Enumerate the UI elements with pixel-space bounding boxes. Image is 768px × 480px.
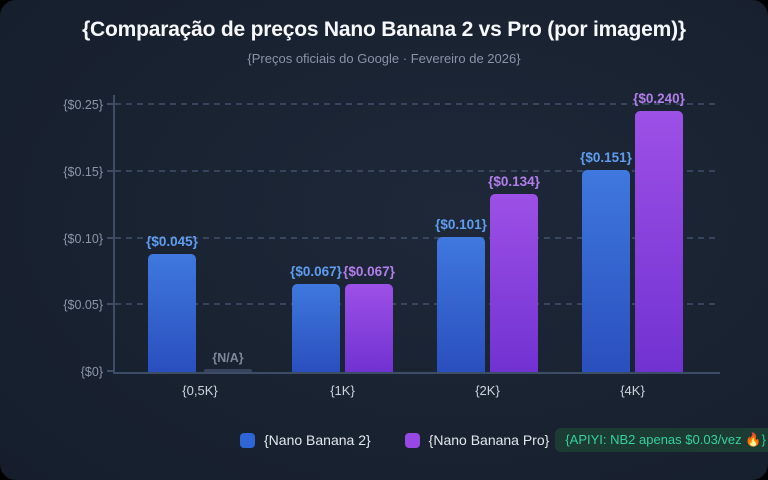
- bar-nanobananapro-4k[interactable]: [635, 111, 683, 372]
- bar-value-label: {$0.045}: [146, 234, 198, 249]
- y-tick-mark: [107, 303, 113, 306]
- bar-value-label: {$0.067}: [290, 264, 342, 279]
- legend-swatch-purple-icon: [404, 432, 420, 448]
- y-tick-mark: [107, 103, 113, 105]
- plot-area: {$0} {$0.05} {$0.10} {$0.15} {$0.25} {0,5K} {1…: [63, 91, 720, 398]
- y-tick-label: {$0}: [80, 365, 103, 379]
- legend-label: {Nano Banana Pro}: [428, 432, 550, 448]
- legend-item-nano-banana-2[interactable]: {Nano Banana 2}: [240, 432, 371, 448]
- legend-swatch-blue-icon: [240, 432, 255, 448]
- legend-label: {Nano Banana 2}: [264, 432, 371, 448]
- chart-legend: {Nano Banana 2} {Nano Banana Pro} {APIYI…: [240, 427, 768, 453]
- bar-nanobananapro-1k[interactable]: [345, 284, 393, 372]
- bar-value-label: {$0.134}: [488, 174, 540, 189]
- bar-nanobanana2-05k[interactable]: [148, 254, 196, 372]
- x-tick-label-4k: {4K}: [620, 383, 645, 398]
- bar-value-label: {N/A}: [212, 351, 244, 365]
- promo-badge: {APIYI: NB2 apenas $0.03/vez 🔥}: [555, 428, 768, 452]
- y-tick-label: {$0.05}: [63, 298, 103, 313]
- gridline: [115, 103, 720, 105]
- y-tick-mark: [107, 236, 113, 239]
- y-tick-mark: [107, 370, 113, 372]
- chart-header: {Comparação de preços Nano Banana 2 vs P…: [0, 18, 768, 66]
- bar-value-label: {$0.240}: [633, 91, 685, 106]
- bar-nanobananapro-2k[interactable]: [490, 194, 538, 372]
- chart-title: {Comparação de preços Nano Banana 2 vs P…: [82, 18, 686, 41]
- gridline: [115, 303, 720, 306]
- x-tick-label-1k: {1K}: [330, 383, 355, 398]
- x-tick-label-2k: {2K}: [475, 383, 500, 398]
- bar-nanobananapro-05k[interactable]: [204, 369, 252, 372]
- bar-nanobanana2-2k[interactable]: [437, 237, 485, 372]
- gridline: [115, 169, 720, 172]
- bar-value-label: {$0.101}: [435, 217, 487, 232]
- gridline: [115, 236, 720, 239]
- bar-nanobanana2-1k[interactable]: [292, 284, 340, 372]
- bar-nanobanana2-4k[interactable]: [582, 170, 630, 372]
- legend-item-nano-banana-pro[interactable]: {Nano Banana Pro}: [404, 432, 550, 448]
- chart-subtitle: {Preços oficiais do Google · Fevereiro d…: [247, 51, 521, 66]
- bar-value-label: {$0.067}: [343, 264, 395, 279]
- y-tick-mark: [107, 169, 113, 172]
- bar-value-label: {$0.151}: [580, 150, 632, 165]
- x-tick-label-05k: {0,5K}: [182, 383, 218, 398]
- y-tick-label: {$0.25}: [63, 98, 103, 112]
- y-tick-label: {$0.15}: [63, 164, 103, 179]
- y-tick-label: {$0.10}: [63, 231, 103, 246]
